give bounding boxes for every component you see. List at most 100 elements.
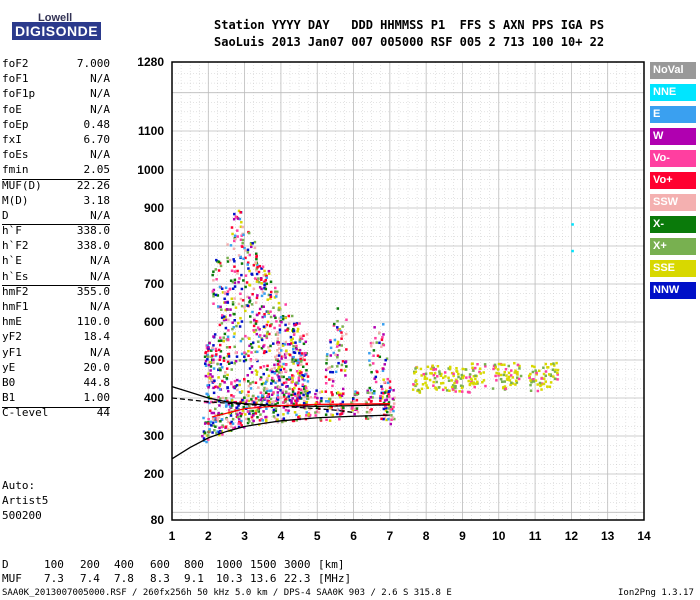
echo-point	[258, 334, 262, 337]
echo-point	[306, 394, 309, 398]
echo-point	[247, 384, 251, 388]
echo-point	[218, 261, 222, 265]
parameter-key: M(D)	[2, 193, 29, 207]
echo-point	[258, 419, 262, 422]
echo-point	[235, 406, 239, 409]
echo-point	[260, 402, 263, 405]
echo-point	[491, 387, 495, 390]
echo-point	[263, 292, 266, 295]
echo-point	[341, 325, 344, 328]
echo-point	[282, 393, 286, 397]
echo-point	[441, 388, 445, 392]
echo-point	[218, 358, 222, 362]
echo-point	[233, 234, 237, 237]
echo-point	[233, 312, 236, 316]
echo-point	[216, 430, 219, 433]
echo-point	[292, 333, 296, 336]
echo-point	[293, 332, 296, 335]
echo-point	[373, 377, 376, 380]
echo-point	[299, 388, 303, 392]
echo-point	[366, 391, 370, 394]
echo-point	[287, 409, 290, 412]
echo-point	[214, 407, 217, 411]
echo-point	[330, 365, 334, 368]
parameter-value: 355.0	[76, 284, 110, 298]
echo-point	[369, 344, 373, 348]
echo-point	[388, 380, 392, 383]
echo-point	[206, 344, 209, 347]
parameter-row: foEp 0.48	[2, 117, 110, 132]
echo-point	[231, 303, 235, 306]
echo-point	[226, 399, 229, 403]
echo-point	[552, 362, 555, 365]
echo-point	[550, 362, 553, 366]
echo-point	[293, 358, 296, 362]
parameter-key: hmE	[2, 315, 22, 329]
echo-point	[261, 394, 264, 398]
echo-point	[279, 389, 282, 392]
echo-point	[229, 414, 233, 417]
echo-point	[392, 409, 395, 413]
echo-point	[267, 269, 271, 273]
echo-point	[335, 345, 339, 348]
echo-point	[274, 407, 278, 410]
echo-point	[295, 381, 298, 384]
echo-point	[336, 355, 339, 359]
echo-point	[338, 343, 341, 347]
echo-point	[304, 386, 308, 389]
echo-point	[386, 381, 390, 385]
parameter-separator	[2, 406, 110, 408]
echo-point	[276, 379, 279, 383]
echo-point	[285, 352, 288, 355]
echo-point	[216, 362, 219, 366]
echo-point	[336, 340, 340, 344]
echo-point	[248, 412, 251, 415]
echo-point	[263, 350, 266, 353]
y-tick-label: 1280	[137, 55, 164, 69]
echo-point	[350, 401, 353, 404]
echo-point	[275, 399, 278, 403]
echo-point	[454, 390, 457, 393]
echo-point	[218, 323, 222, 327]
echo-point	[461, 376, 465, 380]
parameter-value: 20.0	[83, 360, 111, 374]
echo-point	[285, 349, 288, 352]
echo-point	[368, 386, 372, 390]
echo-point	[233, 285, 237, 288]
echo-point	[372, 392, 376, 395]
echo-point	[269, 397, 273, 401]
echo-point	[501, 386, 505, 390]
echo-point	[340, 412, 343, 416]
echo-point	[282, 375, 285, 379]
echo-point	[390, 414, 393, 417]
echo-point	[506, 378, 509, 382]
echo-point	[218, 343, 222, 347]
echo-point	[230, 297, 234, 300]
echo-point	[211, 421, 215, 425]
echo-point	[474, 377, 477, 381]
echo-point	[274, 358, 278, 361]
echo-point	[211, 431, 214, 434]
echo-point	[553, 377, 557, 381]
echo-point	[448, 389, 451, 393]
echo-point	[279, 368, 283, 372]
echo-point	[240, 304, 244, 308]
echo-point	[267, 272, 271, 275]
echo-point	[331, 380, 335, 383]
legend-item-x-: X-	[650, 216, 696, 233]
echo-point	[432, 384, 435, 387]
echo-point	[268, 349, 271, 352]
echo-point	[429, 367, 433, 371]
echo-point	[213, 429, 216, 432]
echo-point	[258, 307, 262, 311]
echo-point	[433, 372, 437, 375]
echo-point	[320, 399, 323, 403]
profile-line-red-fit	[211, 403, 390, 418]
echo-point	[285, 377, 289, 381]
echo-point	[271, 376, 274, 380]
echo-point	[313, 396, 317, 399]
echo-point	[336, 408, 339, 412]
echo-point	[246, 251, 250, 254]
echo-point	[252, 318, 256, 322]
echo-point	[500, 380, 504, 384]
